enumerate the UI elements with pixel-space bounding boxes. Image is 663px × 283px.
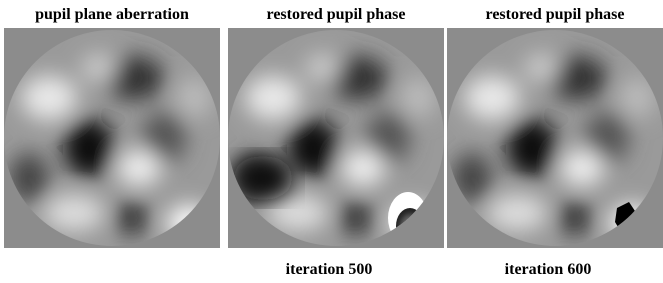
panel-title: pupil plane aberration [35, 6, 189, 23]
panel-image [228, 28, 444, 248]
panel-image [447, 28, 663, 248]
panel-caption: iteration 600 [505, 261, 592, 278]
panel-title: restored pupil phase [486, 6, 625, 23]
panel-title: restored pupil phase [267, 6, 406, 23]
figure: pupil plane aberration restored pupil ph… [0, 0, 663, 283]
panel-caption: iteration 500 [286, 261, 373, 278]
panel-image [4, 28, 220, 248]
